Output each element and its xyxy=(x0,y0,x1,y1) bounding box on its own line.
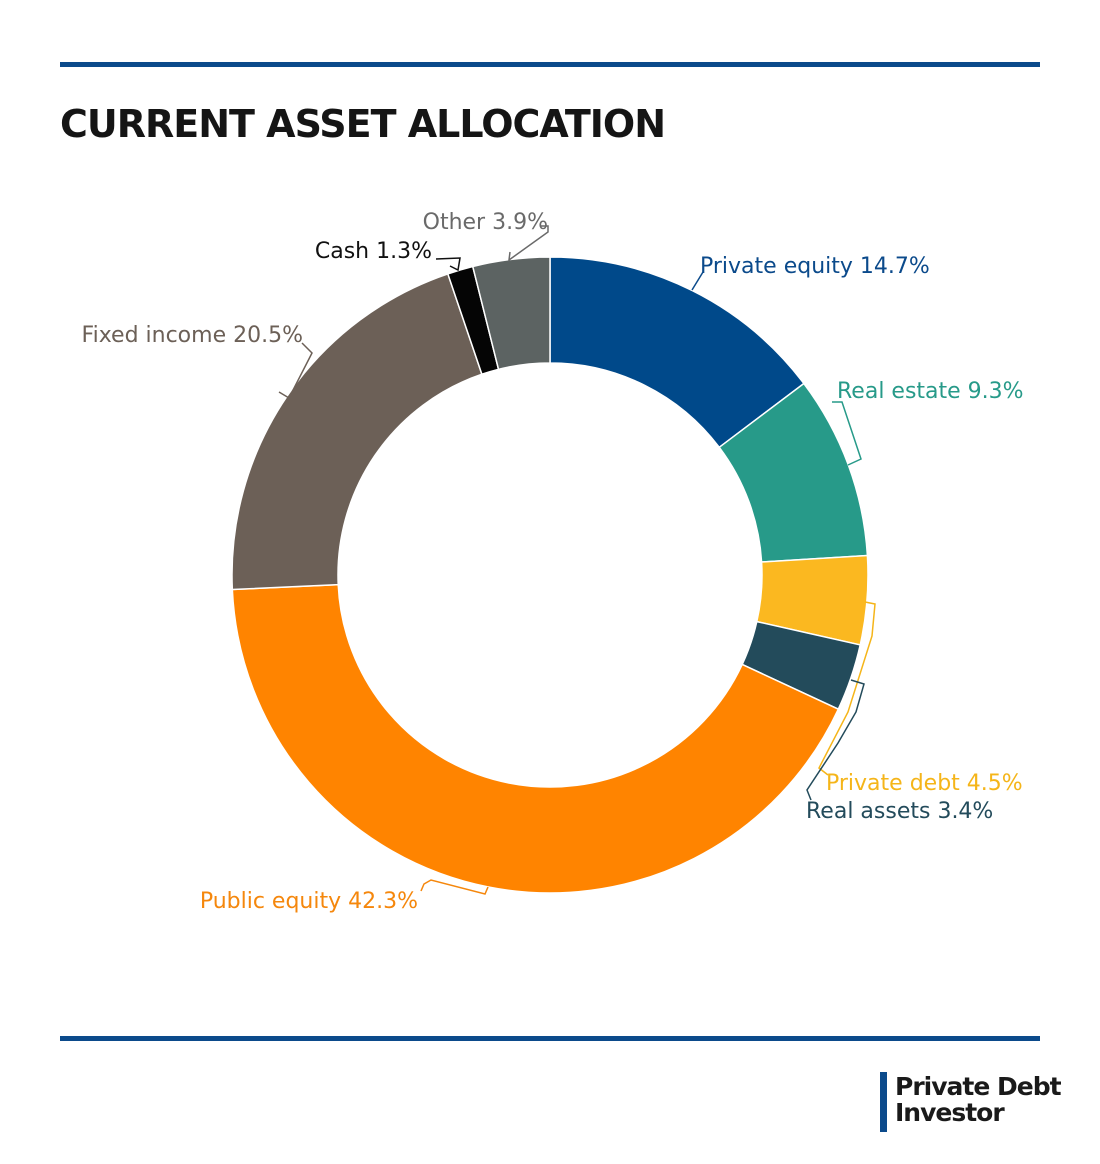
data-label-fixed-income: Fixed income 20.5% xyxy=(82,323,303,348)
leader-public-equity xyxy=(420,879,489,895)
brand-line-2: Investor xyxy=(895,1098,1005,1127)
leader-real-assets xyxy=(806,679,865,801)
data-label-other: Other 3.9% xyxy=(423,210,548,235)
chart-leader-lines xyxy=(278,225,876,895)
data-label-public-equity: Public equity 42.3% xyxy=(200,889,418,914)
data-label-cash: Cash 1.3% xyxy=(315,239,432,264)
leader-real-estate xyxy=(832,401,862,466)
chart-labels: Private equity 14.7% Real estate 9.3% Priv… xyxy=(82,210,1024,914)
data-label-real-assets: Real assets 3.4% xyxy=(806,799,993,824)
top-rule xyxy=(60,62,1040,67)
leader-cash xyxy=(435,257,461,272)
slice-other xyxy=(471,256,551,371)
chart-slices xyxy=(231,256,869,894)
leader-fixed-income xyxy=(278,342,313,400)
slice-public-equity xyxy=(231,583,840,894)
brand-line-1: Private Debt xyxy=(895,1072,1062,1101)
brand-bar xyxy=(880,1072,887,1132)
data-label-private-debt: Private debt 4.5% xyxy=(826,771,1023,796)
slice-fixed-income xyxy=(231,272,483,591)
bottom-rule xyxy=(60,1036,1040,1041)
brand-wordmark: Private Debt Investor xyxy=(895,1072,1062,1127)
data-label-private-equity: Private equity 14.7% xyxy=(700,254,930,279)
data-label-real-estate: Real estate 9.3% xyxy=(837,379,1024,404)
leader-private-equity xyxy=(691,271,704,291)
leader-other xyxy=(508,225,549,262)
page-title: CURRENT ASSET ALLOCATION xyxy=(60,102,666,146)
